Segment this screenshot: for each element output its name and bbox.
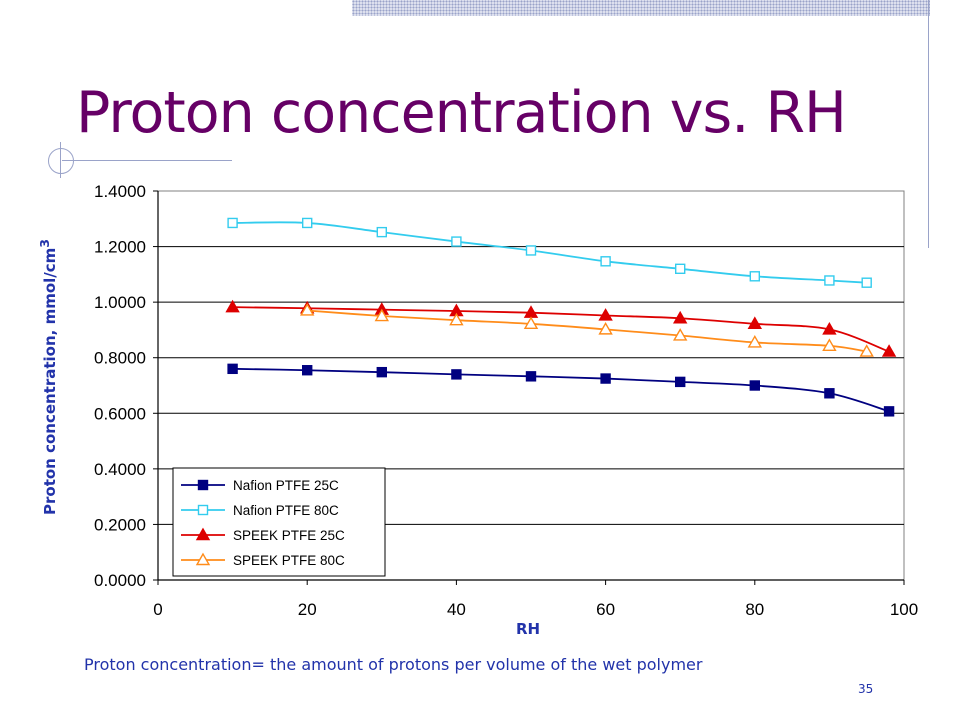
y-axis-label: Proton concentration, mmol/cm3: [37, 239, 59, 515]
data-point-speek-ptfe-80c: [859, 344, 874, 357]
data-point-nafion-ptfe-25c: [227, 363, 238, 375]
y-tick-label: 1.4000: [94, 182, 146, 201]
data-point-nafion-ptfe-80c: [749, 271, 760, 282]
data-point-nafion-ptfe-25c: [600, 373, 611, 384]
data-point-speek-ptfe-80c: [374, 308, 390, 322]
data-point-speek-ptfe-80c: [449, 312, 464, 326]
x-tick-label: 100: [890, 600, 918, 619]
data-point-nafion-ptfe-80c: [302, 217, 313, 229]
y-tick-label: 0.8000: [94, 349, 146, 368]
legend-label-nafion-ptfe-80c: Nafion PTFE 80C: [233, 503, 339, 518]
decorative-ring: [48, 148, 74, 174]
data-point-nafion-ptfe-25c: [302, 365, 313, 376]
series-line-nafion-ptfe-25c: [232, 367, 890, 413]
data-point-speek-ptfe-25c: [881, 344, 897, 357]
y-axis-label-superscript: 3: [37, 238, 52, 248]
data-point-nafion-ptfe-80c: [227, 217, 238, 229]
data-point-nafion-ptfe-80c: [824, 275, 835, 286]
data-point-speek-ptfe-80c: [672, 328, 688, 341]
x-tick-label: 0: [153, 600, 162, 619]
slide-caption: Proton concentration= the amount of prot…: [84, 655, 703, 674]
decorative-horizontal-line: [62, 160, 232, 161]
data-point-nafion-ptfe-80c: [376, 226, 387, 238]
x-tick-label: 80: [745, 600, 764, 619]
legend-label-speek-ptfe-25c: SPEEK PTFE 25C: [233, 528, 345, 543]
x-axis-label: RH: [516, 620, 541, 638]
slide-title: Proton concentration vs. RH: [76, 80, 847, 146]
data-point-nafion-ptfe-25c: [749, 380, 760, 391]
y-tick-label: 0.0000: [94, 571, 146, 590]
data-point-speek-ptfe-25c: [598, 308, 613, 321]
legend-marker-nafion-ptfe-25c: [197, 479, 209, 491]
data-point-nafion-ptfe-25c: [451, 369, 462, 380]
legend-marker-speek-ptfe-25c: [195, 527, 211, 541]
data-point-speek-ptfe-25c: [822, 321, 837, 335]
x-tick-label: 40: [447, 600, 466, 619]
series-nafion-ptfe-25c: [227, 363, 895, 417]
data-point-nafion-ptfe-80c: [675, 263, 686, 274]
legend-label-nafion-ptfe-25c: Nafion PTFE 25C: [233, 478, 339, 493]
data-point-speek-ptfe-80c: [598, 321, 613, 335]
data-point-speek-ptfe-25c: [747, 316, 763, 330]
legend: Nafion PTFE 25C Nafion PTFE 80C SPEEK PTFE…: [172, 467, 386, 577]
series-nafion-ptfe-80c: [227, 217, 872, 288]
y-axis-label-container: Proton concentration, mmol/cm3: [30, 180, 66, 575]
decorative-dotted-band: [352, 0, 930, 16]
legend-marker-speek-ptfe-80c: [195, 552, 211, 566]
data-point-speek-ptfe-25c: [672, 310, 688, 324]
data-point-speek-ptfe-80c: [299, 303, 315, 316]
y-tick-label: 1.2000: [94, 238, 146, 257]
legend-label-speek-ptfe-80c: SPEEK PTFE 80C: [233, 553, 345, 568]
page-number: 35: [858, 682, 874, 696]
y-axis-label-text: Proton concentration, mmol/cm: [41, 247, 59, 516]
legend-box: [172, 467, 386, 577]
data-point-nafion-ptfe-80c: [451, 236, 462, 247]
data-point-speek-ptfe-80c: [523, 316, 539, 330]
data-point-nafion-ptfe-80c: [861, 277, 872, 288]
y-tick-label: 0.4000: [94, 460, 146, 479]
data-point-speek-ptfe-80c: [822, 338, 837, 351]
data-point-nafion-ptfe-80c: [525, 245, 537, 256]
data-point-nafion-ptfe-25c: [376, 366, 387, 378]
series-speek-ptfe-80c: [299, 303, 874, 357]
data-point-nafion-ptfe-25c: [675, 376, 686, 388]
decorative-ring-stem: [60, 142, 61, 178]
y-tick-label: 0.2000: [94, 515, 146, 534]
y-tick-label: 1.0000: [94, 293, 146, 312]
data-point-nafion-ptfe-80c: [600, 256, 611, 267]
y-tick-label: 0.6000: [94, 404, 146, 423]
x-tick-label: 60: [596, 600, 615, 619]
data-point-speek-ptfe-80c: [747, 335, 763, 348]
data-point-speek-ptfe-25c: [225, 299, 240, 313]
series-line-speek-ptfe-25c: [232, 306, 890, 353]
x-tick-label: 20: [298, 600, 317, 619]
series-line-nafion-ptfe-80c: [232, 221, 867, 284]
decorative-vertical-line: [928, 0, 929, 248]
legend-marker-nafion-ptfe-80c: [197, 504, 209, 516]
data-point-nafion-ptfe-25c: [525, 371, 537, 382]
data-point-nafion-ptfe-25c: [883, 406, 895, 417]
data-point-nafion-ptfe-25c: [824, 388, 835, 399]
